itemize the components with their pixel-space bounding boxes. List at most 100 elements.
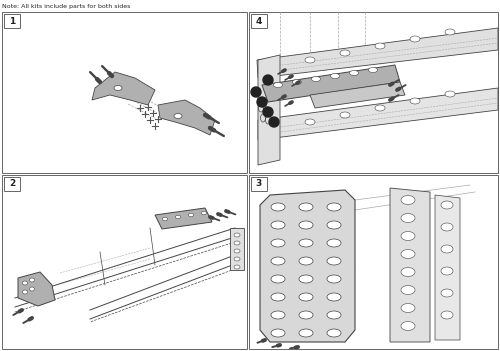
Ellipse shape [441, 311, 453, 319]
Bar [4, 177, 20, 191]
Ellipse shape [22, 290, 28, 294]
Text: 1: 1 [9, 16, 15, 26]
Ellipse shape [350, 71, 358, 75]
Ellipse shape [401, 304, 415, 312]
Ellipse shape [401, 213, 415, 223]
Ellipse shape [327, 329, 341, 337]
Polygon shape [260, 190, 355, 342]
Ellipse shape [410, 36, 420, 42]
Ellipse shape [368, 67, 378, 73]
Ellipse shape [234, 241, 240, 245]
Polygon shape [310, 82, 405, 108]
Ellipse shape [340, 112, 350, 118]
Ellipse shape [375, 105, 385, 111]
Text: 2: 2 [9, 179, 15, 188]
Ellipse shape [327, 257, 341, 265]
Ellipse shape [176, 215, 180, 219]
Polygon shape [18, 272, 55, 306]
Ellipse shape [305, 119, 315, 125]
Ellipse shape [327, 221, 341, 229]
Ellipse shape [271, 329, 285, 337]
Ellipse shape [162, 217, 168, 221]
Ellipse shape [299, 329, 313, 337]
Polygon shape [262, 65, 400, 102]
Ellipse shape [22, 281, 28, 285]
Ellipse shape [202, 211, 206, 215]
Polygon shape [435, 195, 460, 340]
Ellipse shape [441, 289, 453, 297]
Ellipse shape [445, 91, 455, 97]
Polygon shape [158, 100, 215, 135]
Circle shape [269, 117, 279, 127]
Ellipse shape [234, 233, 240, 237]
Ellipse shape [234, 249, 240, 253]
Ellipse shape [299, 293, 313, 301]
Circle shape [263, 107, 273, 117]
Ellipse shape [312, 77, 320, 81]
Polygon shape [92, 72, 155, 105]
Ellipse shape [305, 57, 315, 63]
Ellipse shape [30, 278, 35, 282]
Circle shape [251, 87, 261, 97]
Ellipse shape [271, 239, 285, 247]
Ellipse shape [234, 257, 240, 261]
Text: 3: 3 [256, 179, 262, 188]
Bar [249, 175, 498, 349]
Ellipse shape [299, 239, 313, 247]
Ellipse shape [292, 79, 302, 85]
Bar [251, 177, 267, 191]
Ellipse shape [174, 113, 182, 119]
Ellipse shape [330, 73, 340, 79]
Ellipse shape [271, 257, 285, 265]
Circle shape [257, 97, 267, 107]
Polygon shape [257, 28, 498, 78]
Ellipse shape [401, 322, 415, 331]
Ellipse shape [445, 29, 455, 35]
Ellipse shape [327, 275, 341, 283]
Ellipse shape [299, 257, 313, 265]
Ellipse shape [375, 43, 385, 49]
Ellipse shape [234, 265, 240, 269]
Ellipse shape [410, 98, 420, 104]
Ellipse shape [441, 223, 453, 231]
Polygon shape [258, 55, 280, 165]
Ellipse shape [271, 293, 285, 301]
Bar [4, 14, 20, 28]
Text: 4: 4 [256, 16, 262, 26]
Ellipse shape [327, 311, 341, 319]
Ellipse shape [271, 311, 285, 319]
Ellipse shape [327, 203, 341, 211]
Polygon shape [155, 208, 212, 229]
Ellipse shape [327, 239, 341, 247]
Bar [251, 14, 267, 28]
Ellipse shape [340, 50, 350, 56]
Ellipse shape [299, 275, 313, 283]
Ellipse shape [271, 203, 285, 211]
Ellipse shape [327, 293, 341, 301]
Circle shape [263, 75, 273, 85]
Ellipse shape [271, 275, 285, 283]
Bar [2, 12, 247, 173]
Ellipse shape [441, 267, 453, 275]
Ellipse shape [401, 285, 415, 294]
Ellipse shape [114, 86, 122, 91]
Polygon shape [390, 188, 430, 342]
Polygon shape [230, 228, 244, 270]
Bar [2, 175, 247, 349]
Ellipse shape [188, 213, 194, 217]
Ellipse shape [441, 201, 453, 209]
Text: Note: All kits include parts for both sides: Note: All kits include parts for both si… [2, 4, 130, 9]
Ellipse shape [274, 82, 282, 87]
Ellipse shape [271, 221, 285, 229]
Ellipse shape [401, 267, 415, 277]
Ellipse shape [441, 245, 453, 253]
Ellipse shape [299, 203, 313, 211]
Ellipse shape [401, 196, 415, 205]
Ellipse shape [30, 287, 35, 291]
Ellipse shape [299, 221, 313, 229]
Ellipse shape [401, 232, 415, 240]
Polygon shape [258, 88, 498, 140]
Bar [249, 12, 498, 173]
Ellipse shape [299, 311, 313, 319]
Ellipse shape [401, 250, 415, 258]
